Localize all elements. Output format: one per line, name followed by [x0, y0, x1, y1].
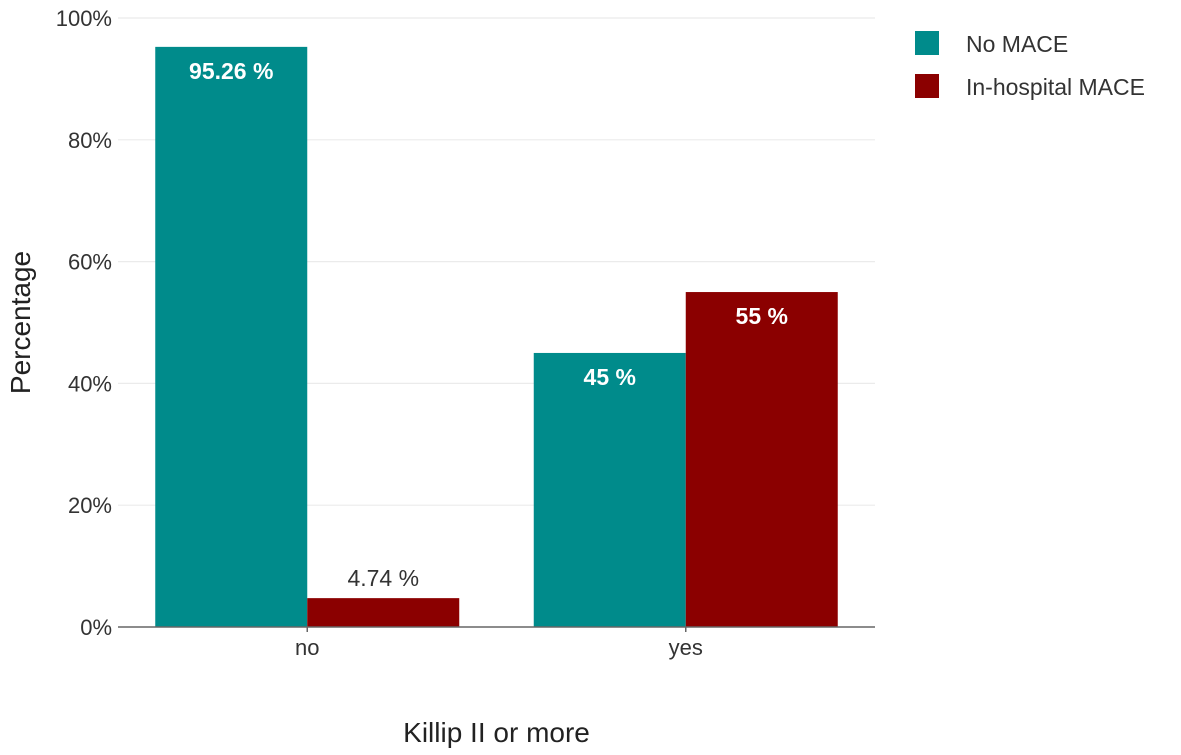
legend-label: No MACE	[966, 31, 1068, 57]
legend-swatch	[915, 31, 939, 55]
bar-no-mace-yes	[533, 352, 686, 627]
x-tick-label: yes	[669, 635, 703, 660]
x-tick-label: no	[295, 635, 319, 660]
y-tick-label: 80%	[68, 128, 112, 153]
y-tick-label: 60%	[68, 250, 112, 275]
bar-in-hospital-mace-no	[307, 598, 460, 627]
y-tick-label: 20%	[68, 493, 112, 518]
y-axis-title: Percentage	[5, 251, 36, 394]
data-label: 45 %	[584, 364, 636, 390]
bars	[155, 46, 838, 628]
y-tick-label: 100%	[56, 6, 112, 31]
bar-in-hospital-mace-yes	[685, 292, 838, 627]
legend-swatch	[915, 74, 939, 98]
legend: No MACE In-hospital MACE	[915, 31, 1145, 100]
bar-no-mace-no	[155, 46, 308, 628]
axes: 0% 20% 40% 60% 80% 100% no yes	[56, 6, 875, 660]
x-axis-title: Killip II or more	[403, 717, 590, 748]
data-label: 95.26 %	[189, 58, 273, 84]
data-label: 4.74 %	[347, 565, 419, 591]
y-tick-label: 0%	[80, 615, 112, 640]
bar-labels: 95.26 % 4.74 % 45 % 55 %	[189, 58, 788, 591]
y-tick-label: 40%	[68, 371, 112, 396]
data-label: 55 %	[736, 303, 788, 329]
legend-label: In-hospital MACE	[966, 74, 1145, 100]
